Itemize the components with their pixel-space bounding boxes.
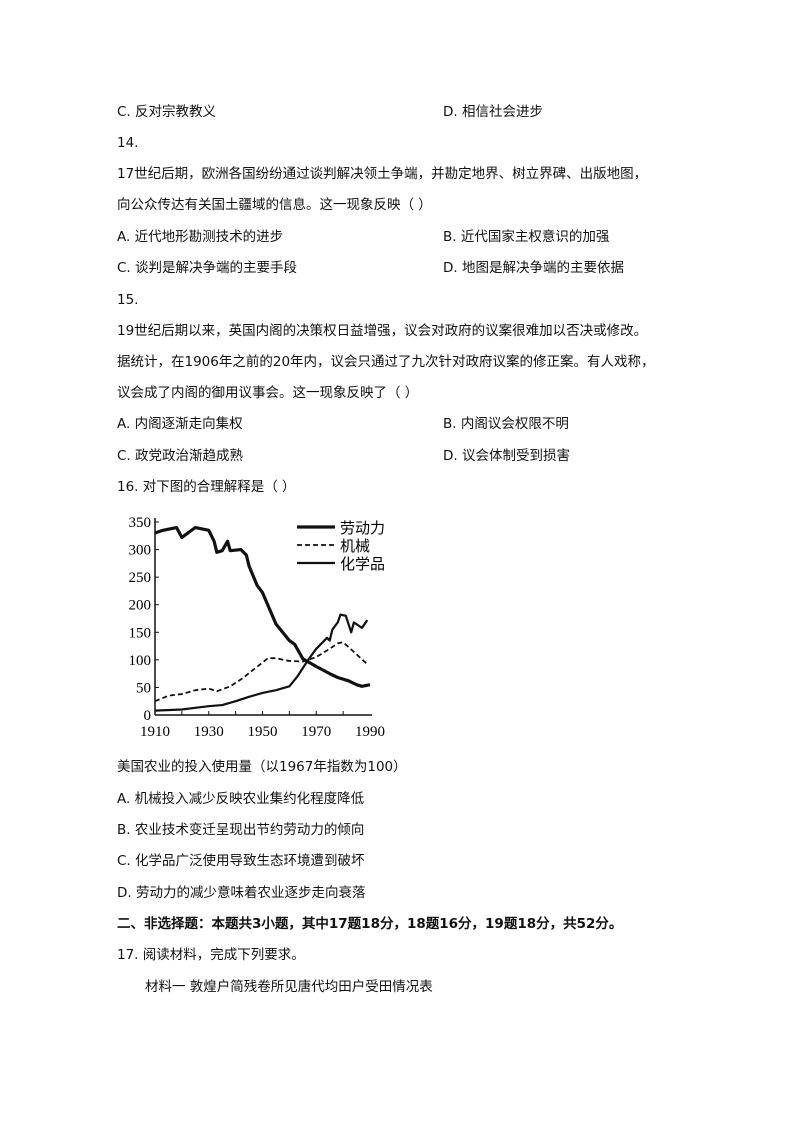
x-tick-label: 1990 — [355, 724, 385, 740]
series-line-2 — [154, 613, 369, 712]
y-tick-label: 50 — [136, 680, 151, 696]
q15-option-d: D. 议会体制受到损害 — [443, 448, 570, 464]
q16-option-c: C. 化学品广泛使用导致生态环境遭到破坏 — [117, 853, 365, 869]
legend-label: 化学品 — [340, 556, 385, 573]
q14-stem: 17世纪后期，欧洲各国纷纷通过谈判解决领土争端，并勘定地界、树立界碑、出版地图， — [117, 166, 648, 182]
q16-stem: 16. 对下图的合理解释是（ ） — [117, 479, 296, 495]
x-tick-label: 1930 — [194, 724, 224, 740]
q15-stem: 19世纪后期以来，英国内阁的决策权日益增强，议会对政府的议案很难加以否决或修改。 — [117, 323, 648, 339]
q17-material-title: 材料一 敦煌户简残卷所见唐代均田户受田情况表 — [145, 979, 433, 995]
y-tick-label: 100 — [129, 653, 152, 669]
q15-option-b: B. 内阁议会权限不明 — [443, 416, 569, 432]
q13-option-c: C. 反对宗教教义 — [117, 104, 217, 120]
q15-stem: 议会成了内阁的御用议事会。这一现象反映了（ ） — [117, 385, 419, 401]
x-tick-label: 1970 — [301, 724, 331, 740]
legend-label: 劳动力 — [340, 520, 385, 537]
q14-option-d: D. 地图是解决争端的主要依据 — [443, 260, 624, 276]
y-tick-label: 150 — [129, 625, 152, 641]
q14-option-c: C. 谈判是解决争端的主要手段 — [117, 260, 298, 276]
y-tick-label: 0 — [144, 708, 152, 724]
agri-input-chart: 0 50 100 150 200 250 300 350 1910 1930 1950 1970 199… — [129, 515, 386, 740]
y-tick-label: 250 — [129, 570, 152, 586]
y-tick-label: 350 — [129, 515, 152, 531]
q14-number: 14. — [117, 135, 139, 151]
q14-option-a: A. 近代地形勘测技术的进步 — [117, 229, 284, 245]
chart-caption: 美国农业的投入使用量（以1967年指数为100） — [117, 759, 407, 775]
y-tick-label: 200 — [129, 598, 152, 614]
x-tick-label: 1910 — [140, 724, 170, 740]
legend-label: 机械 — [340, 538, 370, 555]
q13-option-d: D. 相信社会进步 — [443, 104, 543, 120]
y-tick-label: 300 — [129, 543, 152, 559]
series-line-0 — [154, 525, 371, 688]
q15-option-c: C. 政党政治渐趋成熟 — [117, 448, 244, 464]
q15-stem: 据统计，在1906年之前的20年内，议会只通过了九次针对政府议案的修正案。有人戏… — [117, 354, 655, 370]
q14-option-b: B. 近代国家主权意识的加强 — [443, 229, 610, 245]
x-tick-label: 1950 — [248, 724, 278, 740]
q16-option-b: B. 农业技术变迁呈现出节约劳动力的倾向 — [117, 822, 365, 838]
section-heading: 二、非选择题：本题共3小题，其中17题18分，18题16分，19题18分，共52… — [117, 916, 623, 932]
q16-option-d: D. 劳动力的减少意味着农业逐步走向衰落 — [117, 885, 366, 901]
q16-option-a: A. 机械投入减少反映农业集约化程度降低 — [117, 791, 365, 807]
series-line-1 — [154, 641, 368, 703]
q15-option-a: A. 内阁逐渐走向集权 — [117, 416, 243, 432]
q15-number: 15. — [117, 292, 139, 308]
q14-stem: 向公众传达有关国土疆域的信息。这一现象反映（ ） — [117, 197, 432, 213]
q17-stem: 17. 阅读材料，完成下列要求。 — [117, 947, 305, 963]
